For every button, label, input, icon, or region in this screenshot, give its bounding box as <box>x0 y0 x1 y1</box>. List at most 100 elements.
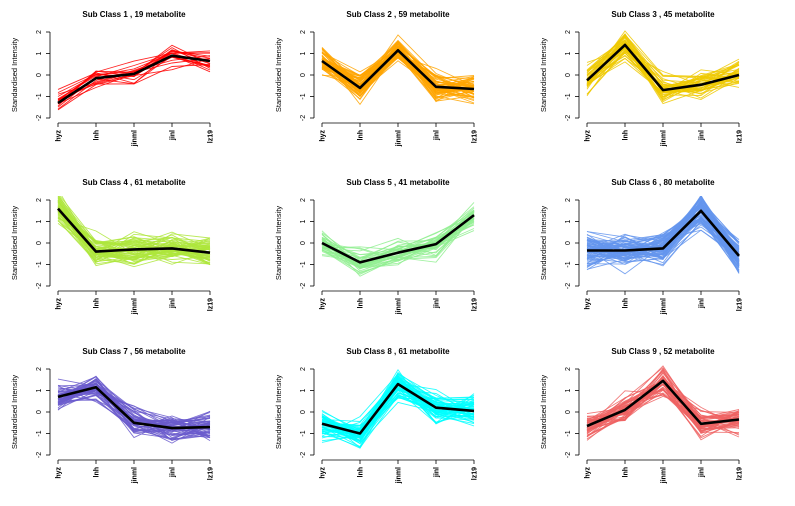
metabolite-profile-line <box>57 208 211 256</box>
x-tick-label: jinl <box>699 298 706 309</box>
y-tick-label: -1 <box>36 261 43 267</box>
y-tick-label: -2 <box>565 115 572 121</box>
metabolite-profile-line <box>586 201 740 263</box>
metabolite-profile-line <box>321 224 475 262</box>
y-tick-label: -1 <box>565 93 572 99</box>
x-tick-label: lnh <box>94 467 101 478</box>
y-tick-label: 0 <box>565 241 572 245</box>
x-tick-label: jinml <box>132 298 139 315</box>
y-tick-label: 1 <box>565 388 572 392</box>
y-tick-label: 1 <box>565 219 572 223</box>
y-tick-label: -1 <box>300 261 307 267</box>
y-tick-label: -2 <box>300 115 307 121</box>
x-tick-label: jinml <box>396 130 403 147</box>
y-tick-label: 1 <box>565 51 572 55</box>
x-tick-label: jinml <box>396 298 403 315</box>
y-tick-label: 2 <box>565 30 572 34</box>
metabolite-profile-line <box>321 378 475 435</box>
x-tick-label: lnh <box>623 130 630 141</box>
mean-profile-line <box>57 207 211 254</box>
y-axis-label: Standardised Intensity <box>274 375 283 449</box>
metabolite-profile-line <box>586 367 740 436</box>
y-tick-label: 2 <box>36 198 43 202</box>
y-tick-label: 1 <box>300 51 307 55</box>
y-tick-label: 0 <box>565 73 572 77</box>
panel-title: Sub Class 7 , 56 metabolite <box>82 347 186 356</box>
panel-title: Sub Class 3 , 45 metabolite <box>611 10 715 19</box>
x-tick-label: jinml <box>132 130 139 147</box>
profiles-group <box>586 30 740 105</box>
metabolite-profile-line <box>586 198 740 264</box>
y-tick-label: -1 <box>565 430 572 436</box>
y-tick-label: -2 <box>36 452 43 458</box>
x-tick-label: jinl <box>170 130 177 141</box>
x-tick-label: lz19 <box>208 467 215 480</box>
x-tick-label: lz19 <box>208 130 215 143</box>
profiles-group <box>321 202 475 277</box>
mean-profile-line <box>57 54 211 105</box>
x-tick-label: hyz <box>56 467 63 479</box>
x-tick-label: jinl <box>170 298 177 309</box>
x-tick-label: lz19 <box>472 298 479 311</box>
metabolite-profile-line <box>59 196 211 255</box>
metabolite-profile-line <box>586 30 740 85</box>
y-axis-label: Standardised Intensity <box>274 206 283 280</box>
metabolite-profile-line <box>586 375 740 428</box>
y-axis-label: Standardised Intensity <box>539 206 548 280</box>
metabolite-profile-line <box>586 210 740 266</box>
metabolite-profile-line <box>57 382 211 427</box>
x-tick-label: jinl <box>434 130 441 141</box>
panel-title: Sub Class 6 , 80 metabolite <box>611 178 715 187</box>
panel-title: Sub Class 1 , 19 metabolite <box>82 10 186 19</box>
mean-profile-line <box>321 382 475 435</box>
x-tick-label: jinl <box>699 130 706 141</box>
y-tick-label: -1 <box>565 261 572 267</box>
x-tick-label: lz19 <box>737 467 744 480</box>
panel-sub-class-5: Sub Class 5 , 41 metabolite Standardised … <box>274 178 479 315</box>
panel-sub-class-1: Sub Class 1 , 19 metabolite Standardised … <box>10 10 215 147</box>
y-tick-label: 2 <box>565 367 572 371</box>
mean-profile-line <box>586 379 740 428</box>
mean-profile-line <box>321 48 475 91</box>
y-axis-label: Standardised Intensity <box>10 206 19 280</box>
y-axis-label: Standardised Intensity <box>539 375 548 449</box>
y-tick-label: -2 <box>300 283 307 289</box>
y-tick-label: 1 <box>36 388 43 392</box>
metabolite-profile-line <box>321 43 475 93</box>
x-tick-label: lnh <box>623 298 630 309</box>
y-axis-label: Standardised Intensity <box>10 38 19 112</box>
x-tick-label: lz19 <box>737 130 744 143</box>
metabolite-profile-line <box>586 229 740 265</box>
x-tick-label: lnh <box>94 130 101 141</box>
profiles-group <box>321 34 475 106</box>
x-tick-label: jinml <box>661 467 668 484</box>
panel-sub-class-6: Sub Class 8 , 61 metabolite Standardised … <box>274 347 479 484</box>
panel-title: Sub Class 9 , 52 metabolite <box>611 347 715 356</box>
x-tick-label: jinl <box>170 467 177 478</box>
x-tick-label: lz19 <box>208 298 215 311</box>
panel-sub-class-7: Sub Class 3 , 45 metabolite Standardised … <box>539 10 744 147</box>
y-tick-label: 0 <box>300 241 307 245</box>
y-tick-label: 2 <box>300 198 307 202</box>
panel-title: Sub Class 4 , 61 metabolite <box>82 178 186 187</box>
metabolite-profile-line <box>57 54 211 90</box>
x-tick-label: jinml <box>132 467 139 484</box>
y-tick-label: 0 <box>36 73 43 77</box>
y-tick-label: 2 <box>36 367 43 371</box>
metabolite-profile-line <box>57 381 211 441</box>
x-tick-label: hyz <box>320 130 327 142</box>
y-tick-label: 2 <box>300 30 307 34</box>
metabolite-profile-line <box>321 368 475 434</box>
y-tick-label: 0 <box>565 410 572 414</box>
metabolite-profile-line <box>586 57 740 94</box>
x-tick-label: jinml <box>661 298 668 315</box>
profiles-group <box>57 44 211 111</box>
x-tick-label: hyz <box>320 298 327 310</box>
y-tick-label: 0 <box>300 73 307 77</box>
metabolite-profile-line <box>321 387 475 437</box>
mean-profile-line <box>587 209 740 257</box>
panel-sub-class-2: Sub Class 4 , 61 metabolite Standardised … <box>10 178 215 315</box>
x-tick-label: lnh <box>358 467 365 478</box>
y-tick-label: -1 <box>36 93 43 99</box>
